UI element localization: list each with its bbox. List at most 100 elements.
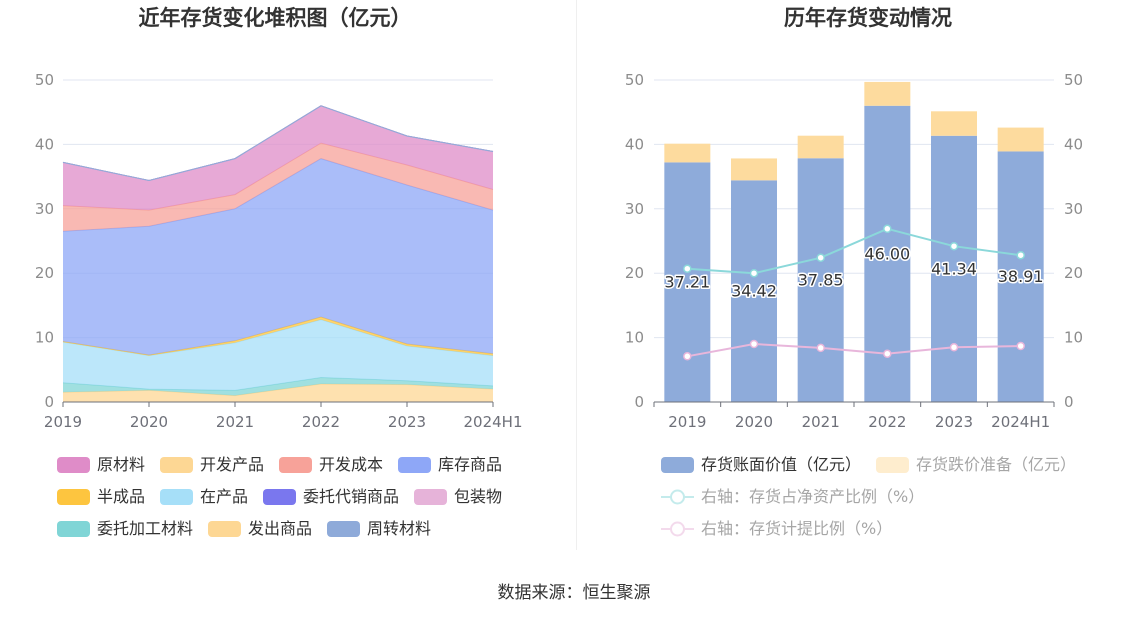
- bar-value-label: 34.42: [731, 282, 777, 301]
- legend-swatch: [160, 489, 194, 505]
- left-y-axis-tick-label: 50: [625, 71, 644, 89]
- line-path: [687, 342, 1021, 358]
- legend-item-goods-shipped[interactable]: 发出商品: [208, 519, 312, 539]
- bar-segment: [931, 111, 977, 136]
- left-chart-title: 近年存货变化堆积图（亿元）: [138, 6, 412, 30]
- line-marker: [949, 241, 959, 251]
- line-path: [687, 227, 1021, 275]
- left-y-axis-tick-label: 20: [625, 264, 644, 282]
- right-chart-title: 历年存货变动情况: [784, 6, 952, 30]
- legend-swatch: [398, 457, 432, 473]
- line-marker: [816, 253, 825, 262]
- x-axis-tick-label: 2024H1: [464, 413, 523, 431]
- legend-label: 开发产品: [200, 455, 265, 474]
- data-source-note: 数据来源：恒生聚源: [497, 583, 651, 603]
- legend-item-raw-materials[interactable]: 原材料: [57, 455, 145, 475]
- legend-row: 右轴：存货占净资产比例（%）: [661, 481, 1076, 513]
- legend-row: 右轴：存货计提比例（%）: [661, 513, 1076, 545]
- legend-swatch: [327, 521, 361, 537]
- legend-swatch: [263, 489, 297, 505]
- line-legend-icon: [661, 489, 694, 505]
- area-layers: [62, 105, 494, 402]
- legend-swatch: [876, 457, 910, 473]
- y-axis-tick-label: 20: [35, 264, 54, 282]
- bar-line-combo-chart: 0 10 20 30 40 50 0 10 20 30 40 50 2019 2020 2021 2022 20…: [625, 71, 1083, 431]
- legend-item-book-value[interactable]: 存货账面价值（亿元）: [661, 455, 861, 475]
- x-axis-tick-label: 2021: [216, 413, 254, 431]
- legend-item-provision-ratio[interactable]: 右轴：存货计提比例（%）: [661, 519, 892, 539]
- bar-value-label: 41.34: [931, 259, 977, 278]
- right-y-axis-tick-label: 40: [1064, 135, 1083, 153]
- line-marker: [883, 224, 892, 234]
- area-layer: [63, 384, 493, 402]
- right-chart-legend: 存货账面价值（亿元） 存货跌价准备（亿元） 右轴：存货占净资产比例（%） 右轴：…: [661, 449, 1076, 545]
- line-marker: [683, 264, 692, 273]
- bar-segment: [797, 158, 844, 402]
- legend-label: 库存商品: [438, 455, 503, 474]
- x-axis-tick-label: 2021: [802, 413, 840, 431]
- y-axis-tick-label: 0: [44, 393, 54, 411]
- line-series: [683, 224, 1025, 278]
- bar-segment: [997, 127, 1044, 152]
- y-axis-tick-label: 40: [35, 135, 54, 153]
- legend-label: 原材料: [97, 455, 146, 474]
- legend-item-outsourced-materials[interactable]: 委托加工材料: [57, 519, 193, 539]
- left-y-axis-tick-label: 10: [625, 329, 644, 347]
- left-y-axis-tick-label: 30: [625, 200, 644, 218]
- legend-swatch: [414, 489, 448, 505]
- legend-label: 右轴：存货计提比例（%）: [701, 519, 893, 538]
- legend-swatch: [57, 457, 90, 473]
- legend-swatch: [661, 457, 694, 473]
- right-y-axis-tick-label: 20: [1064, 264, 1083, 282]
- line-marker: [749, 339, 759, 349]
- legend-item-impairment-provision[interactable]: 存货跌价准备（亿元）: [876, 455, 1076, 475]
- line-marker: [949, 343, 959, 352]
- y-axis-tick-label: 10: [35, 329, 54, 347]
- bar-value-label: 46.00: [864, 244, 910, 263]
- legend-item-inventory-goods[interactable]: 库存商品: [398, 455, 502, 475]
- legend-row: 委托加工材料 发出商品 周转材料: [57, 513, 502, 545]
- right-y-axis-tick-label: 50: [1064, 71, 1083, 89]
- legend-item-consigned-goods[interactable]: 委托代销商品: [263, 487, 399, 507]
- legend-item-packaging[interactable]: 包装物: [414, 487, 502, 507]
- x-axis-tick-label: 2022: [302, 413, 340, 431]
- legend-label: 发出商品: [248, 519, 313, 538]
- line-legend-icon: [661, 521, 694, 537]
- line-marker: [816, 343, 825, 353]
- line-series: [683, 339, 1025, 361]
- legend-swatch: [279, 457, 313, 473]
- legend-row: 半成品 在产品 委托代销商品 包装物: [57, 481, 502, 513]
- legend-label: 委托代销商品: [303, 487, 400, 506]
- bar-segment: [731, 180, 777, 402]
- left-y-axis-tick-label: 0: [634, 393, 644, 411]
- legend-item-development-costs[interactable]: 开发成本: [279, 455, 383, 475]
- legend-swatch: [208, 521, 242, 537]
- grid-lines: [654, 79, 1054, 339]
- x-axis-tick-label: 2020: [735, 413, 773, 431]
- legend-item-turnover-materials[interactable]: 周转材料: [327, 519, 431, 539]
- legend-swatch: [160, 457, 194, 473]
- legend-item-inventory-to-net-assets-ratio[interactable]: 右轴：存货占净资产比例（%）: [661, 487, 924, 507]
- bar-segment: [931, 135, 977, 403]
- x-axis-tick-label: 2019: [668, 413, 706, 431]
- y-axis-tick-label: 50: [35, 71, 54, 89]
- legend-swatch: [57, 489, 90, 505]
- line-marker: [883, 349, 892, 358]
- area-layer: [63, 143, 493, 232]
- legend-label: 右轴：存货占净资产比例（%）: [701, 487, 925, 506]
- legend-item-work-in-progress[interactable]: 在产品: [160, 487, 248, 507]
- bar-segment: [997, 151, 1044, 402]
- legend-item-semi-finished[interactable]: 半成品: [57, 487, 145, 507]
- x-axis-tick-label: 2020: [130, 413, 168, 431]
- legend-item-developed-products[interactable]: 开发产品: [160, 455, 264, 475]
- right-y-axis-tick-label: 10: [1064, 329, 1083, 347]
- area-layer: [63, 158, 493, 355]
- y-axis-tick-label: 30: [35, 200, 54, 218]
- area-layer: [63, 377, 493, 396]
- bar-segment: [664, 162, 711, 402]
- bar-segment: [797, 135, 844, 159]
- right-y-axis-tick-label: 0: [1064, 393, 1074, 411]
- legend-label: 包装物: [454, 487, 503, 506]
- legend-label: 开发成本: [319, 455, 384, 474]
